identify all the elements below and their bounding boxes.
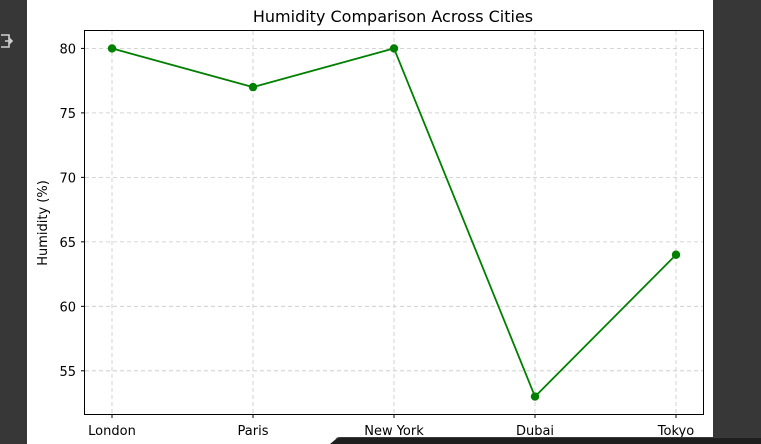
data-point: [671, 250, 681, 259]
y-tick-label: 60: [59, 300, 76, 315]
x-tick-label: Tokyo: [657, 424, 694, 439]
x-tick-label: New York: [364, 424, 424, 439]
sidebar-toggle-icon[interactable]: [0, 32, 14, 50]
figure-canvas: [27, 0, 713, 444]
x-tick-label: Dubai: [516, 424, 554, 439]
x-tick-label: London: [88, 424, 136, 439]
chart-title: Humidity Comparison Across Cities: [253, 7, 533, 26]
data-point: [248, 82, 258, 92]
data-point: [530, 392, 540, 401]
tick-layer: London Paris New York Dubai Tokyo 55 60 65 70 75 8…: [59, 42, 694, 439]
y-tick-label: 55: [59, 365, 76, 380]
x-tick-label: Paris: [238, 424, 269, 439]
data-point: [107, 44, 117, 53]
left-sidebar-strip: [0, 0, 27, 444]
y-axis-label: Humidity (%): [36, 180, 51, 266]
y-tick-label: 70: [59, 171, 76, 186]
y-tick-label: 80: [59, 42, 76, 57]
y-tick-label: 75: [59, 107, 76, 122]
series-layer: [107, 44, 681, 401]
data-point: [389, 44, 399, 53]
bottom-panel-edge: [330, 437, 761, 444]
grid-layer: [85, 31, 704, 414]
y-tick-label: 65: [59, 236, 76, 251]
